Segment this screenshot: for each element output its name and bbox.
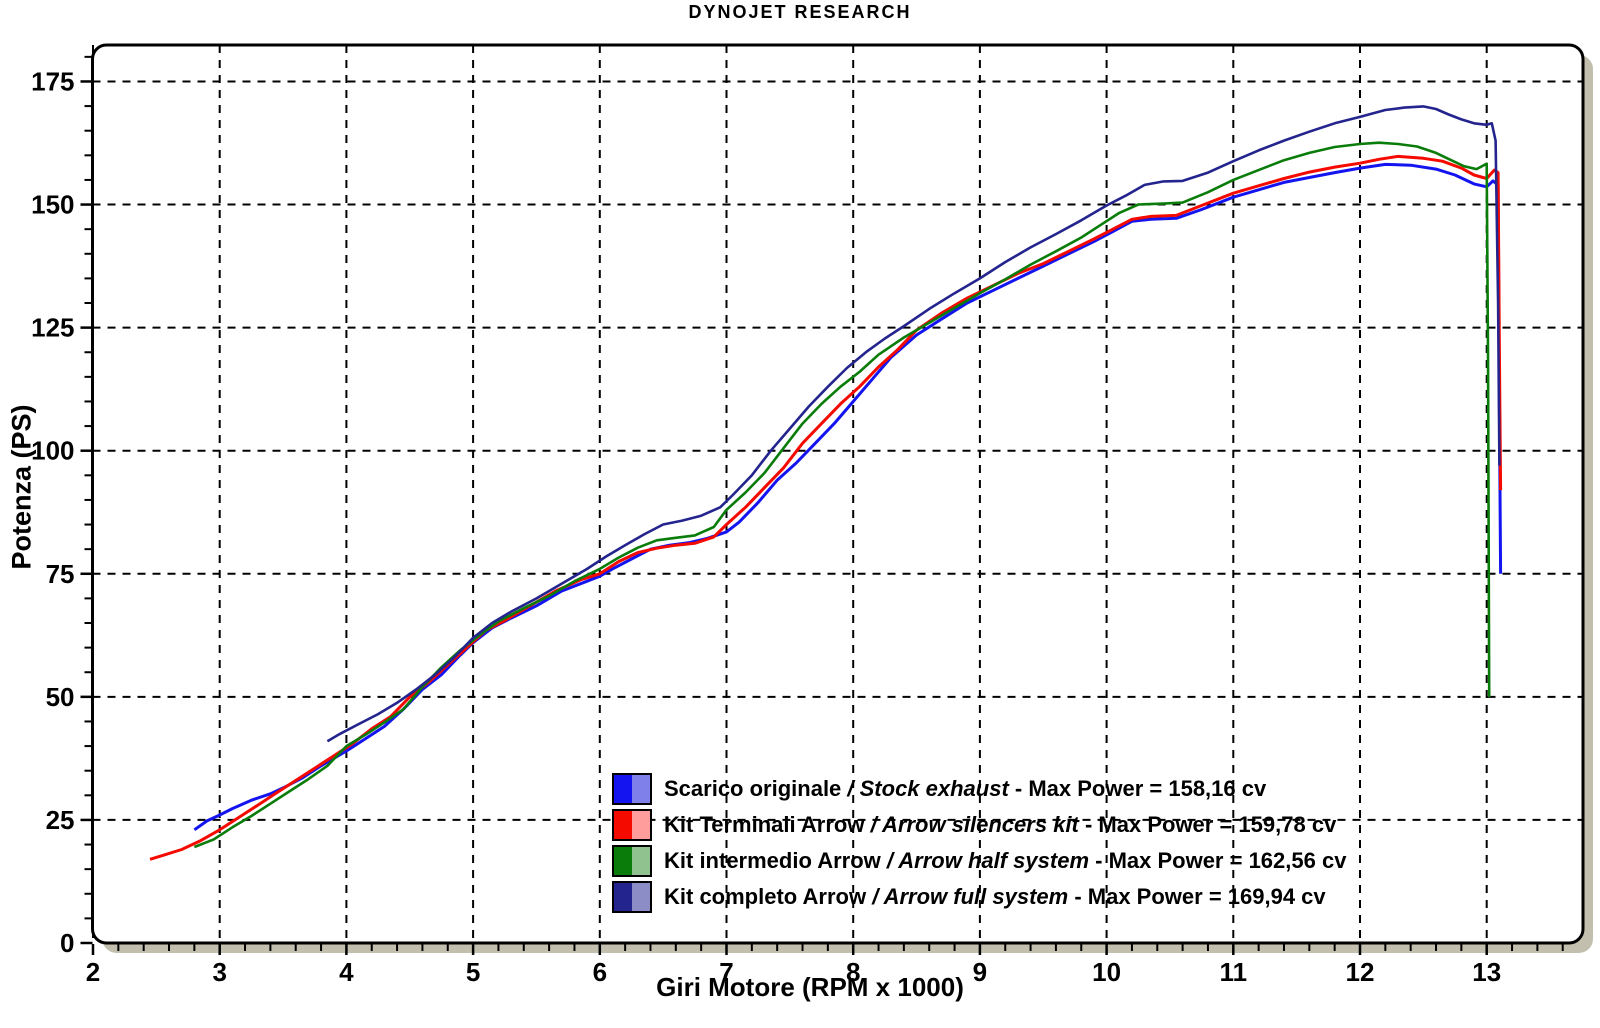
curve-scarico-originale [193, 162, 1503, 832]
y-tick-label: 175 [31, 66, 74, 96]
x-tick-label: 6 [593, 957, 607, 987]
legend-series-name: Scarico originale [664, 776, 848, 801]
y-tick-label: 100 [31, 436, 74, 466]
x-tick-label: 10 [1092, 957, 1121, 987]
x-tick-label: 4 [339, 957, 354, 987]
legend-entry-text: Kit completo Arrow / Arrow full system -… [664, 884, 1326, 910]
curve-kit-completo-arrow [326, 105, 1501, 743]
legend-swatch [612, 881, 652, 913]
legend-swatch [612, 809, 652, 841]
legend-series-name: Kit completo Arrow [664, 884, 873, 909]
x-tick-label: 7 [719, 957, 733, 987]
x-tick-label: 5 [466, 957, 480, 987]
legend-series-name: Kit intermedio Arrow [664, 848, 887, 873]
x-tick-label: 13 [1472, 957, 1501, 987]
x-tick-label: 2 [86, 957, 100, 987]
plot-frame [91, 43, 1585, 945]
x-tick-label: 3 [212, 957, 226, 987]
y-tick-label: 25 [46, 805, 75, 835]
x-tick-label: 8 [846, 957, 860, 987]
legend-max-power: - Max Power = 158,16 cv [1008, 776, 1267, 801]
x-tick-label: 9 [973, 957, 987, 987]
legend-max-power: - Max Power = 169,94 cv [1068, 884, 1326, 909]
legend: Scarico originale / Stock exhaust - Max … [612, 773, 1346, 918]
legend-max-power: - Max Power = 162,56 cv [1089, 848, 1347, 873]
legend-row-4: Kit completo Arrow / Arrow full system -… [612, 881, 1346, 913]
legend-swatch [612, 773, 652, 805]
legend-series-name-english: / Arrow silencers kit [870, 812, 1079, 837]
legend-max-power: - Max Power = 159,78 cv [1078, 812, 1337, 837]
y-tick-label: 50 [46, 682, 75, 712]
legend-series-name-english: / Arrow full system [872, 884, 1069, 909]
curve-kit-intermedio-arrow [193, 141, 1491, 849]
x-tick-label: 11 [1220, 957, 1248, 987]
legend-entry-text: Scarico originale / Stock exhaust - Max … [664, 776, 1266, 802]
legend-series-name-english: / Arrow half system [886, 848, 1090, 873]
y-tick-label: 125 [31, 313, 74, 343]
legend-entry-text: Kit Terminali Arrow / Arrow silencers ki… [664, 812, 1336, 838]
legend-row-1: Scarico originale / Stock exhaust - Max … [612, 773, 1346, 805]
x-tick-label: 12 [1346, 957, 1375, 987]
legend-swatch [612, 845, 652, 877]
y-tick-label: 75 [46, 559, 75, 589]
chart-title: DYNOJET RESEARCH [688, 2, 912, 22]
legend-series-name: Kit Terminali Arrow [664, 812, 871, 837]
legend-row-2: Kit Terminali Arrow / Arrow silencers ki… [612, 809, 1346, 841]
y-tick-label: 150 [31, 190, 74, 220]
legend-series-name-english: / Stock exhaust [847, 776, 1009, 801]
y-axis-title: Potenza (PS) [6, 404, 37, 570]
x-axis-title: Giri Motore (RPM x 1000) [656, 972, 964, 1002]
y-tick-label: 0 [60, 928, 74, 958]
legend-entry-text: Kit intermedio Arrow / Arrow half system… [664, 848, 1346, 874]
legend-row-3: Kit intermedio Arrow / Arrow half system… [612, 845, 1346, 877]
